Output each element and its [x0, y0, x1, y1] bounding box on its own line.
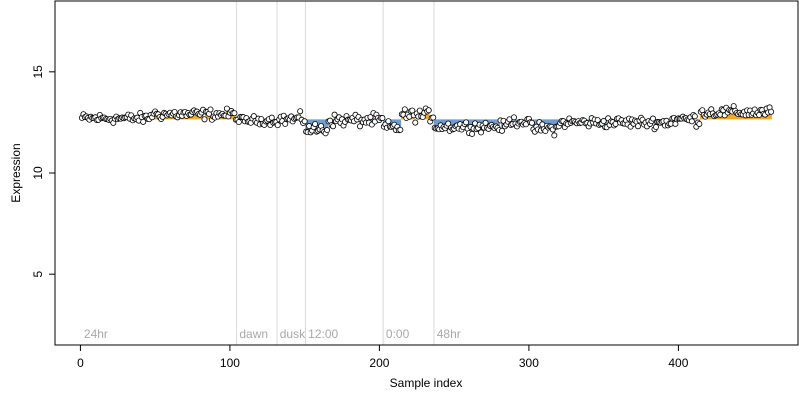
data-point [463, 119, 470, 126]
group-label: 48hr [437, 327, 461, 341]
data-point [401, 106, 408, 113]
data-point [430, 114, 437, 121]
data-point [274, 122, 281, 129]
data-point [600, 118, 607, 125]
data-point [324, 127, 331, 134]
group-label: dusk [280, 327, 306, 341]
data-point [397, 126, 404, 133]
data-point [412, 119, 419, 126]
x-tick-label: 400 [668, 356, 688, 370]
data-point [691, 113, 698, 120]
data-point [699, 107, 706, 114]
data-point [379, 115, 386, 122]
data-point [331, 111, 338, 118]
x-axis: 0 100 200 300 400 [77, 345, 689, 370]
y-tick-label: 10 [31, 166, 45, 180]
y-tick-label: 15 [31, 65, 45, 79]
data-point [528, 119, 535, 126]
data-point [231, 110, 238, 117]
data-point [510, 114, 517, 121]
plot-frame [54, 0, 799, 346]
data-points [78, 103, 775, 139]
data-point [425, 107, 432, 114]
data-point [635, 123, 642, 130]
x-axis-label: Sample index [390, 376, 463, 390]
data-point [223, 105, 230, 112]
group-label: 0:00 [386, 327, 410, 341]
y-axis-label: Expression [9, 143, 23, 202]
data-point [478, 129, 485, 136]
data-point [282, 120, 289, 127]
data-point [688, 118, 695, 125]
data-point [367, 114, 374, 121]
x-tick-label: 200 [369, 356, 389, 370]
data-point [768, 108, 775, 115]
data-point [356, 123, 363, 130]
y-axis: 5 10 15 [31, 65, 55, 278]
group-label: dawn [239, 327, 268, 341]
group-dividers [236, 1, 435, 345]
data-point [696, 120, 703, 127]
y-tick-label: 5 [31, 271, 45, 278]
data-point [297, 108, 304, 115]
data-point [498, 127, 505, 134]
group-label: 12:00 [308, 327, 338, 341]
data-point [201, 116, 208, 123]
data-point [140, 118, 147, 125]
data-point [385, 118, 392, 125]
group-labels: 24hr dawn dusk 12:00 0:00 48hr [84, 327, 461, 341]
data-point [469, 130, 476, 137]
data-point [330, 123, 337, 130]
data-point [301, 118, 308, 125]
group-label: 24hr [84, 327, 108, 341]
data-point [207, 106, 214, 113]
data-point [445, 120, 452, 127]
data-point [649, 115, 656, 122]
data-point [312, 121, 319, 128]
x-tick-label: 0 [77, 356, 84, 370]
data-point [551, 132, 558, 139]
data-point [235, 119, 242, 126]
x-tick-label: 300 [519, 356, 539, 370]
data-point [652, 124, 659, 131]
x-tick-label: 100 [220, 356, 240, 370]
